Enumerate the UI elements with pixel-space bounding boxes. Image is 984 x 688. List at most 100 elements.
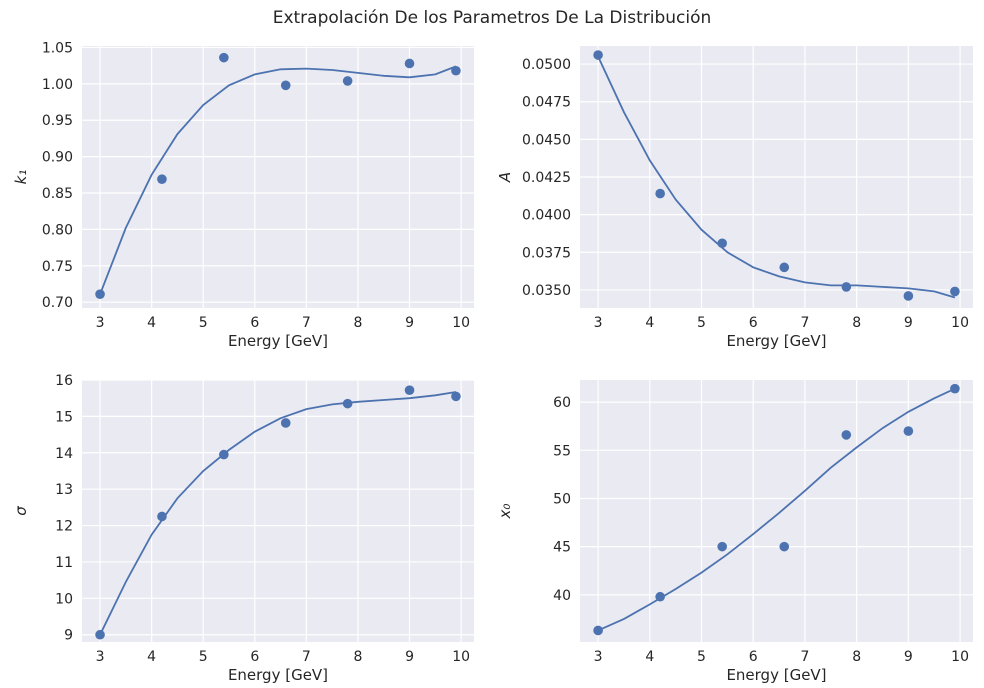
- x-tick-label: 7: [302, 315, 311, 331]
- data-point: [342, 398, 353, 409]
- data-point: [404, 58, 415, 69]
- x-tick-label: 8: [852, 649, 861, 665]
- y-tick-label: 0.0350: [522, 283, 571, 299]
- x-tick-label: 9: [904, 649, 913, 665]
- fit-curve: [99, 391, 457, 636]
- data-point: [95, 289, 105, 299]
- x-tick-label: 9: [405, 315, 414, 331]
- x-tick-label: 8: [353, 315, 362, 331]
- x-axis-label: Energy [GeV]: [726, 332, 826, 350]
- y-tick-label: 45: [553, 540, 571, 556]
- x-tick-label: 4: [147, 649, 156, 665]
- data-point: [593, 50, 603, 60]
- x-axis-label: Energy [GeV]: [228, 666, 328, 684]
- data-point: [655, 591, 665, 602]
- x-tick-label: 5: [199, 315, 208, 331]
- y-tick-label: 0.0375: [522, 245, 571, 261]
- data-point: [779, 262, 790, 273]
- y-tick-label: 0.75: [42, 259, 73, 275]
- x-tick-label: 3: [96, 649, 105, 665]
- x-tick-label: 7: [800, 315, 809, 331]
- x-tick-label: 5: [199, 649, 208, 665]
- fit-curve: [597, 56, 956, 299]
- subplot-2: 3 4 5 6 7 8 9 10 0.0350 0.0375 0.0400 0.0425 0.0450 0…: [496, 46, 973, 350]
- x-tick-label: 5: [697, 649, 706, 665]
- y-axis-label: k₁: [12, 170, 30, 185]
- y-tick-label: 0.0400: [522, 208, 571, 224]
- x-tick-label: 6: [749, 649, 758, 665]
- data-point: [950, 286, 960, 297]
- data-point: [655, 188, 665, 199]
- y-tick-label: 16: [55, 373, 73, 389]
- figure-title: Extrapolación De los Parametros De La Di…: [272, 8, 712, 28]
- data-point: [280, 80, 291, 91]
- y-tick-label: 1.05: [42, 40, 73, 56]
- x-tick-label: 10: [951, 315, 969, 331]
- y-tick-label: 0.0425: [522, 170, 571, 186]
- x-tick-label: 4: [645, 315, 654, 331]
- data-point: [593, 625, 603, 636]
- data-point: [717, 541, 728, 552]
- x-tick-label: 10: [452, 649, 470, 665]
- data-point: [157, 174, 167, 184]
- x-tick-label: 9: [405, 649, 414, 665]
- y-tick-label: 55: [553, 443, 571, 459]
- y-tick-label: 0.0500: [522, 57, 571, 73]
- y-tick-label: 50: [553, 491, 571, 507]
- y-tick-label: 1.00: [42, 77, 73, 93]
- plot-area: [82, 46, 474, 308]
- y-tick-label: 10: [55, 591, 73, 607]
- y-tick-label: 12: [55, 519, 73, 535]
- subplot-1: 3 4 5 6 7 8 9 10 0.70 0.75 0.80 0.85 0.90 0.95 1.00 1.0…: [12, 40, 474, 350]
- data-point: [219, 449, 229, 460]
- y-axis-label: A: [496, 172, 514, 183]
- x-tick-label: 4: [645, 649, 654, 665]
- x-tick-label: 3: [96, 315, 105, 331]
- data-point: [451, 65, 461, 76]
- data-point: [950, 383, 960, 394]
- y-tick-label: 0.95: [42, 113, 73, 129]
- x-tick-label: 6: [250, 649, 259, 665]
- data-point: [451, 391, 461, 402]
- x-tick-label: 9: [904, 315, 913, 331]
- y-axis-label: σ: [12, 506, 30, 516]
- y-tick-label: 13: [55, 482, 73, 498]
- data-point: [157, 511, 167, 522]
- data-point: [280, 418, 291, 428]
- data-point: [841, 282, 852, 292]
- data-point: [841, 430, 852, 440]
- fit-curve: [99, 65, 457, 295]
- y-tick-label: 15: [55, 409, 73, 425]
- subplot-3: 3 4 5 6 7 8 9 10 9 10 11 12 13 14 15 16 Energy [GeV] σ: [12, 373, 474, 684]
- data-point: [95, 629, 105, 640]
- x-tick-label: 10: [452, 315, 470, 331]
- data-point: [903, 426, 914, 436]
- data-point: [342, 76, 353, 86]
- y-tick-label: 0.80: [42, 222, 73, 238]
- x-tick-label: 5: [697, 315, 706, 331]
- x-tick-label: 8: [852, 315, 861, 331]
- x-tick-label: 3: [594, 649, 603, 665]
- y-tick-label: 40: [553, 588, 571, 604]
- y-tick-label: 60: [553, 395, 571, 411]
- plot-area: [580, 380, 973, 642]
- data-point: [779, 541, 790, 552]
- data-point: [717, 238, 728, 249]
- y-tick-label: 14: [55, 446, 73, 462]
- y-tick-label: 0.0475: [522, 95, 571, 111]
- data-point: [404, 385, 415, 395]
- x-tick-label: 7: [800, 649, 809, 665]
- x-tick-label: 10: [951, 649, 969, 665]
- y-tick-label: 0.70: [42, 295, 73, 311]
- data-point: [219, 52, 229, 63]
- y-tick-label: 9: [64, 628, 73, 644]
- y-tick-label: 0.85: [42, 186, 73, 202]
- x-tick-label: 3: [594, 315, 603, 331]
- x-axis-label: Energy [GeV]: [726, 666, 826, 684]
- data-point: [903, 291, 914, 301]
- y-tick-label: 11: [55, 555, 73, 571]
- y-tick-label: 0.90: [42, 150, 73, 166]
- x-tick-label: 6: [250, 315, 259, 331]
